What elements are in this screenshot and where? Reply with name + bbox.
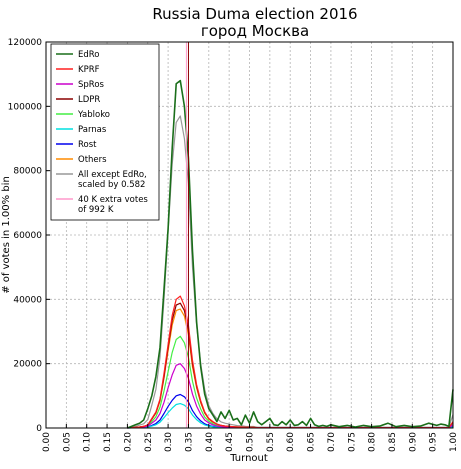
legend: EdRo KPRF SpRos LDPR Yabloko Parnas Rost Others… — [50, 43, 160, 221]
legend-label: All except EdRo, scaled by 0.582 — [78, 170, 147, 190]
x-tick-label: 0.00 — [42, 432, 52, 452]
x-tick-label: 0.05 — [62, 432, 72, 452]
y-tick-label: 120000 — [8, 38, 43, 48]
x-tick-label: 0.35 — [184, 432, 194, 452]
chart-subtitle: город Москва — [201, 22, 309, 40]
x-tick-label: 0.15 — [103, 432, 113, 452]
reference-lines-layer — [185, 42, 189, 428]
y-tick-label: 80000 — [13, 167, 42, 177]
legend-label: EdRo — [78, 50, 100, 60]
x-tick-label: 0.55 — [266, 432, 276, 452]
x-tick-label: 1.00 — [449, 432, 459, 452]
x-tick-label: 0.80 — [368, 432, 378, 452]
y-tick-label: 100000 — [8, 102, 43, 112]
y-axis-label: # of votes in 1.00% bin — [1, 176, 12, 294]
tick-layer: 0.00 0.05 0.10 0.15 0.20 0.25 0.30 0.35 0.40 0.45… — [8, 38, 459, 452]
x-tick-label: 0.25 — [144, 432, 154, 452]
y-tick-label: 40000 — [13, 295, 42, 305]
x-tick-label: 0.95 — [429, 432, 439, 452]
legend-label: Yabloko — [77, 110, 110, 120]
x-tick-label: 0.20 — [123, 432, 133, 452]
legend-label: SpRos — [78, 80, 105, 90]
x-tick-label: 0.85 — [388, 432, 398, 452]
x-tick-label: 0.40 — [205, 432, 215, 452]
x-tick-label: 0.60 — [286, 432, 296, 452]
legend-box — [50, 43, 160, 221]
x-tick-label: 0.75 — [347, 432, 357, 452]
x-tick-label: 0.10 — [83, 432, 93, 452]
x-tick-label: 0.50 — [246, 432, 256, 452]
y-tick-label: 0 — [36, 424, 42, 434]
legend-label: LDPR — [78, 95, 100, 105]
y-tick-label: 20000 — [13, 360, 42, 370]
legend-label: KPRF — [78, 65, 100, 75]
x-axis-label: Turnout — [229, 453, 268, 464]
legend-label: Parnas — [78, 125, 107, 135]
y-tick-label: 60000 — [13, 231, 42, 241]
x-tick-label: 0.65 — [307, 432, 317, 452]
x-tick-label: 0.30 — [164, 432, 174, 452]
x-tick-label: 0.45 — [225, 432, 235, 452]
legend-label: Rost — [78, 140, 97, 150]
legend-label: 40 K extra votes of 992 K — [78, 195, 148, 215]
x-tick-label: 0.70 — [327, 432, 337, 452]
chart-title: Russia Duma election 2016 — [152, 5, 357, 23]
x-tick-label: 0.90 — [408, 432, 418, 452]
legend-label: Others — [78, 155, 107, 165]
series-line-edro — [127, 79, 454, 429]
